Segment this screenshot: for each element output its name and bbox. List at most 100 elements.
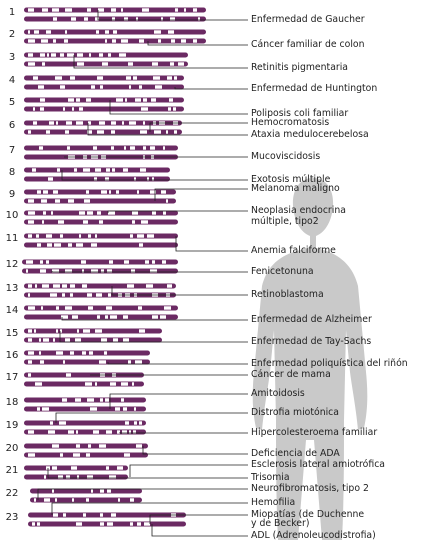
disease-label: Enfermedad de Tay-Sachs: [251, 336, 372, 347]
leader-line: [149, 514, 248, 524]
leader-line: [37, 488, 248, 500]
chromosome-3-lower: [24, 61, 188, 67]
leader-line: [154, 188, 248, 201]
disease-label: Exotosis múltiple: [251, 174, 331, 185]
leader-line: [61, 170, 248, 181]
chromosome-18-lower: [24, 406, 146, 412]
leader-line: [87, 123, 248, 136]
chromosome-4-upper: [24, 75, 184, 81]
chromosome-21-upper: [24, 465, 128, 471]
chromosome-10-upper: [24, 210, 178, 216]
chromosome-14-upper: [24, 305, 178, 311]
leader-line: [109, 393, 248, 409]
disease-label: Hemocromatosis: [251, 117, 330, 128]
chromosome-15-lower: [24, 337, 162, 343]
disease-label: Cáncer de mama: [251, 369, 331, 380]
chromosome-20-lower: [24, 452, 148, 458]
chromosome-19-lower: [24, 429, 146, 435]
chromosome-22-upper: [30, 488, 142, 494]
disease-label: Retinitis pigmentaria: [251, 62, 348, 73]
disease-label: Cáncer familiar de colon: [251, 39, 365, 50]
disease-label: Ataxia medulocerebelosa: [251, 129, 369, 140]
leader-line: [142, 446, 248, 455]
chromosome-number: 18: [5, 397, 19, 408]
chromosome-16-lower: [24, 359, 150, 365]
leader-lines: [37, 10, 248, 537]
chromosome-4-lower: [24, 84, 184, 90]
chromosome-number: 21: [5, 465, 19, 476]
chromosome-12-upper: [22, 259, 178, 265]
leader-line: [129, 464, 248, 477]
chromosome-20-upper: [24, 443, 148, 449]
disease-label: Trisomia: [251, 472, 290, 483]
chromosome-set: [22, 7, 206, 527]
chromosome-10-lower: [24, 219, 178, 225]
chromosome-8-upper: [24, 167, 170, 173]
leader-line: [73, 55, 248, 69]
chromosome-number: 5: [8, 97, 16, 108]
chromosome-9-upper: [24, 189, 176, 195]
leader-line: [51, 502, 248, 515]
disease-label: Distrofia miotónica: [251, 407, 339, 418]
leader-line: [174, 87, 248, 90]
leader-line: [107, 362, 248, 365]
chromosome-16-upper: [24, 350, 150, 356]
chromosome-13-upper: [24, 283, 176, 289]
leader-line: [55, 412, 248, 423]
disease-label: Miopatías (de Duchenne: [251, 509, 365, 520]
chromosome-number: 16: [5, 350, 19, 361]
disease-label: Fenicetonuna: [251, 266, 314, 277]
chromosome-number-column: 1 2 3 4 5 6 7 8 9 10 11 12 13 14 15 16 17 18 19 20 21 22 23: [0, 0, 30, 547]
leader-line: [175, 236, 248, 252]
chromosome-11-lower: [24, 242, 178, 248]
leader-line: [51, 271, 248, 273]
human-body-silhouette: [252, 178, 368, 540]
chromosome-23-lower: [28, 521, 186, 527]
chromosome-number: 14: [5, 305, 19, 316]
chromosome-9-lower: [24, 198, 176, 204]
disease-label: Neoplasia endocrina: [251, 205, 346, 216]
chromosome-3-upper: [24, 52, 188, 58]
chromosome-15-upper: [24, 328, 162, 334]
chromosome-number: 23: [5, 512, 19, 523]
chromosome-1-upper: [24, 7, 206, 13]
disease-label: ADL (Adrenoleucodistrofia): [251, 530, 376, 541]
chromosome-5-upper: [24, 97, 184, 103]
chromosome-number: 19: [5, 420, 19, 431]
disease-label: Enfermedad de Alzheimer: [251, 314, 372, 325]
chromosome-number: 1: [8, 7, 16, 18]
chromosome-number: 10: [5, 210, 19, 221]
disease-label: Retinoblastoma: [251, 289, 324, 300]
disease-label: Mucoviscidosis: [251, 151, 321, 162]
leader-line: [119, 432, 248, 434]
chromosome-11-upper: [24, 233, 178, 239]
chromosome-7-upper: [24, 145, 178, 151]
chromosome-number: 2: [8, 29, 16, 40]
disease-label: y de Becker): [251, 518, 310, 529]
disease-label: Esclerosis lateral amiotrófica: [251, 459, 386, 470]
chromosome-5-lower: [24, 106, 184, 112]
chromosome-number: 7: [8, 145, 16, 156]
chromosome-2-lower: [24, 38, 206, 44]
chromosome-number: 6: [8, 120, 16, 131]
disease-label: Hemofilia: [251, 497, 296, 508]
disease-label: Poliposis coli familiar: [251, 108, 349, 119]
disease-label: múltiple, tipo2: [251, 216, 319, 227]
disease-label: Enfermedad de Huntington: [251, 83, 378, 94]
chromosome-17-lower: [24, 381, 144, 387]
disease-label: Neurofibromatosis, tipo 2: [251, 483, 369, 494]
leader-line: [97, 10, 248, 21]
disease-label: Enfermedad de Gaucher: [251, 14, 365, 25]
chromosome-14-lower: [24, 314, 178, 320]
chromosome-number: 17: [5, 372, 19, 383]
chromosome-number: 11: [5, 233, 19, 244]
leader-line: [151, 524, 248, 537]
chromosome-18-upper: [24, 397, 146, 403]
disease-label: Amitoidosis: [251, 388, 305, 399]
chromosome-number: 12: [5, 259, 19, 270]
leader-line: [149, 122, 248, 132]
disease-label: Anemia falciforme: [251, 245, 336, 256]
leader-line: [147, 41, 248, 46]
